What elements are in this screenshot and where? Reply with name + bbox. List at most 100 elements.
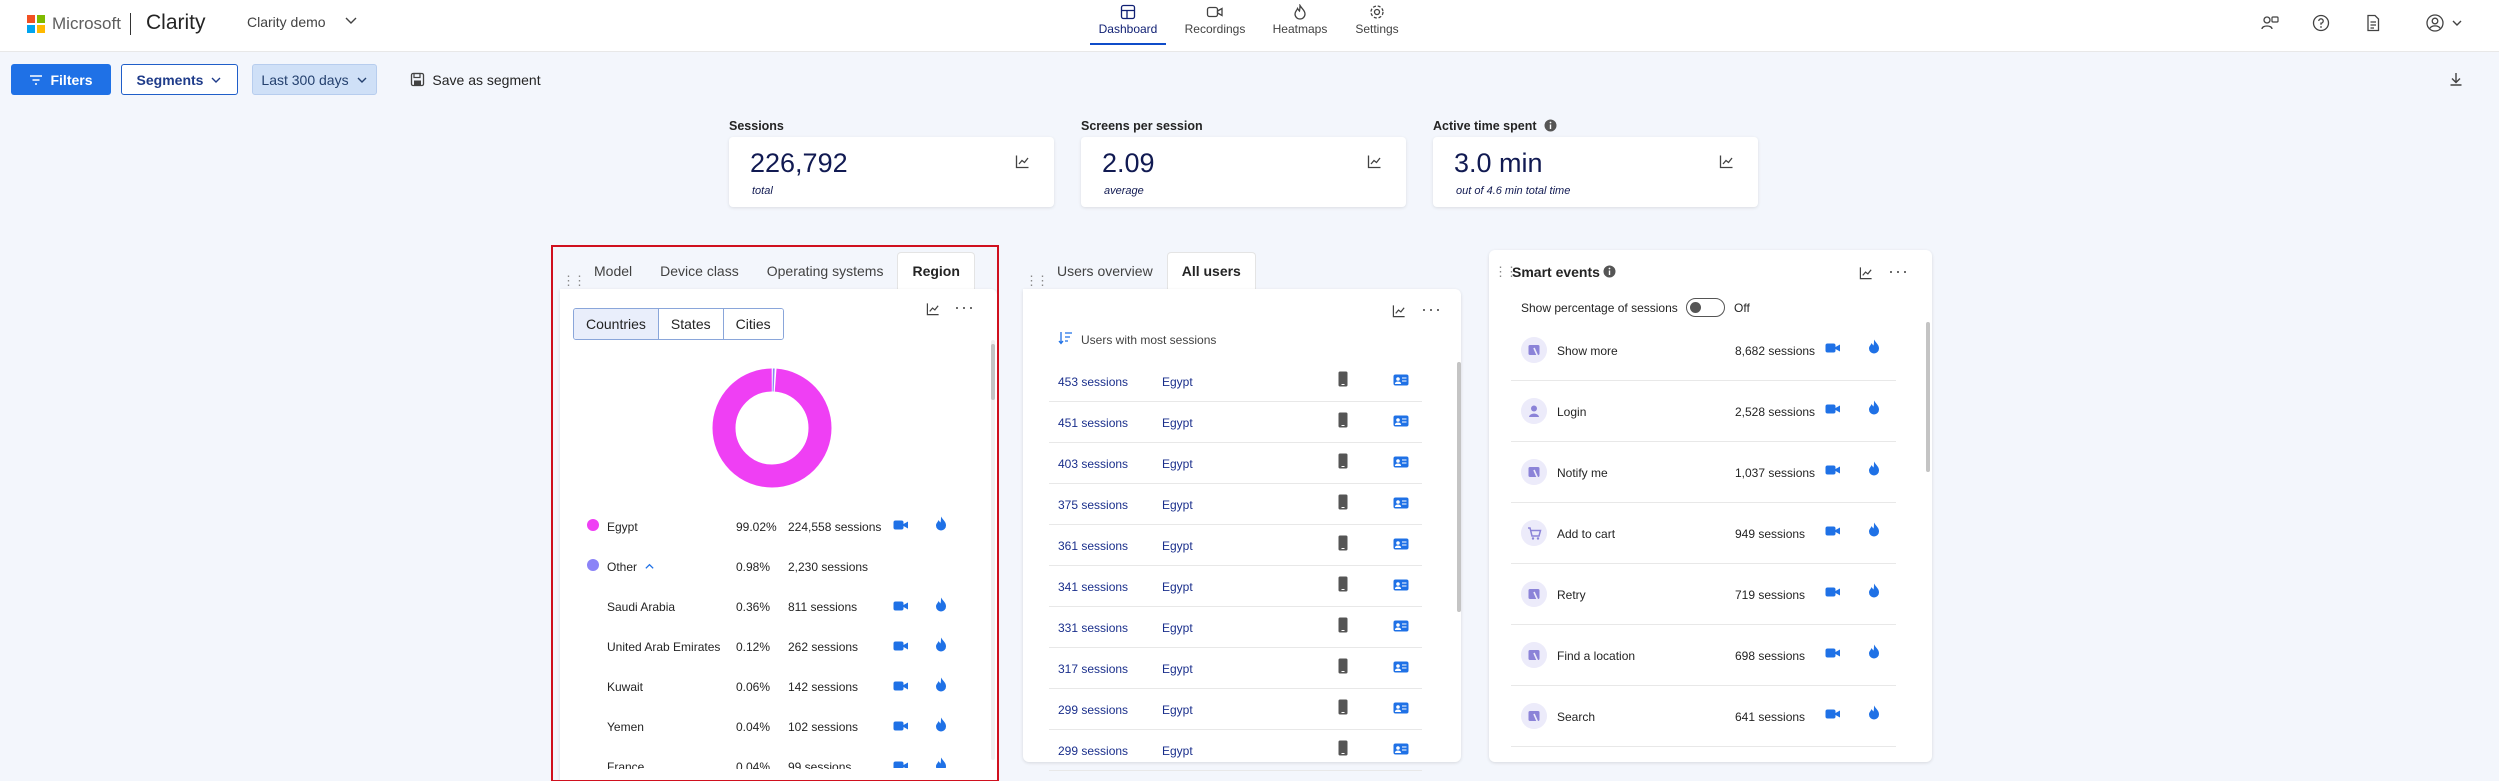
nav-recordings[interactable]: Recordings [1180,0,1250,52]
user-row[interactable]: 453 sessions Egypt [1049,361,1422,402]
filters-button[interactable]: Filters [11,64,111,95]
smart-event-row[interactable]: Show more 8,682 sessions [1511,320,1896,381]
recording-icon[interactable] [1825,464,1841,479]
trend-chart-icon[interactable] [1719,154,1734,169]
user-profile-icon[interactable] [1393,661,1409,673]
info-icon[interactable] [1544,119,1557,132]
smart-event-sessions[interactable]: 641 sessions [1735,710,1806,724]
region-sessions[interactable]: 2,230 sessions [788,560,869,574]
date-range-dropdown[interactable]: Last 300 days [252,64,377,95]
percentage-toggle[interactable] [1686,298,1725,317]
region-scrollbar-thumb[interactable] [991,344,995,400]
more-options-icon[interactable]: ··· [954,297,975,317]
kpi-active-time-card[interactable]: 3.0 min out of 4.6 min total time [1433,137,1758,207]
recording-icon[interactable] [1825,342,1841,357]
user-profile-icon[interactable] [1393,702,1409,714]
user-sessions[interactable]: 317 sessions [1058,662,1129,676]
user-sessions[interactable]: 299 sessions [1058,744,1129,758]
smart-event-row[interactable]: Search 641 sessions [1511,686,1896,747]
user-row[interactable]: 299 sessions Egypt [1049,730,1422,771]
recording-icon[interactable] [893,640,909,655]
smart-event-row[interactable]: Add to cart 949 sessions [1511,503,1896,564]
heatmap-icon[interactable] [1868,339,1880,357]
recording-icon[interactable] [893,720,909,735]
smart-event-row[interactable]: Find a location 698 sessions [1511,625,1896,686]
smart-event-sessions[interactable]: 2,528 sessions [1735,405,1816,419]
smart-event-sessions[interactable]: 1,037 sessions [1735,466,1816,480]
nav-heatmaps[interactable]: Heatmaps [1268,0,1332,52]
heatmap-icon[interactable] [935,717,947,735]
smart-event-sessions[interactable]: 698 sessions [1735,649,1806,663]
region-donut-chart[interactable] [712,368,832,488]
trend-chart-icon[interactable] [1392,304,1406,318]
heatmap-icon[interactable] [1868,583,1880,601]
chevron-up-icon[interactable] [644,561,655,572]
region-sessions[interactable]: 99 sessions [788,760,852,769]
smart-event-sessions[interactable]: 8,682 sessions [1735,344,1816,358]
user-sessions[interactable]: 331 sessions [1058,621,1129,635]
donut-slice-egypt[interactable] [712,368,832,488]
chevron-down-icon[interactable] [344,13,358,27]
smart-event-row[interactable]: Retry 719 sessions [1511,564,1896,625]
tab-device-class[interactable]: Device class [660,262,739,279]
recording-icon[interactable] [1825,403,1841,418]
tab-model[interactable]: Model [594,262,633,279]
user-row[interactable]: 341 sessions Egypt [1049,566,1422,607]
kpi-screens-card[interactable]: 2.09 average [1081,137,1406,207]
recording-icon[interactable] [1825,708,1841,723]
trend-chart-icon[interactable] [1859,266,1873,280]
smart-event-row[interactable]: Login 2,528 sessions [1511,381,1896,442]
user-sessions[interactable]: 361 sessions [1058,539,1129,553]
user-sessions[interactable]: 451 sessions [1058,416,1129,430]
drag-handle-icon[interactable]: ⋮⋮ [1494,264,1518,279]
heatmap-icon[interactable] [1868,705,1880,723]
user-profile-icon[interactable] [1393,415,1409,427]
heatmap-icon[interactable] [1868,644,1880,662]
download-icon[interactable] [2448,71,2464,87]
heatmap-icon[interactable] [935,677,947,695]
smart-event-sessions[interactable]: 719 sessions [1735,588,1806,602]
user-row[interactable]: 375 sessions Egypt [1049,484,1422,525]
user-row[interactable]: 317 sessions Egypt [1049,648,1422,689]
user-profile-icon[interactable] [1393,374,1409,386]
product-name[interactable]: Clarity [146,11,206,34]
region-sessions[interactable]: 224,558 sessions [788,520,882,534]
user-profile-icon[interactable] [1393,497,1409,509]
region-sessions[interactable]: 811 sessions [788,600,858,614]
recording-icon[interactable] [1825,647,1841,662]
recording-icon[interactable] [1825,525,1841,540]
document-icon[interactable] [2363,13,2383,33]
user-row[interactable]: 451 sessions Egypt [1049,402,1422,443]
region-sessions[interactable]: 142 sessions [788,680,859,694]
drag-handle-icon[interactable]: ⋮⋮ [1025,273,1049,288]
more-options-icon[interactable]: ··· [1888,261,1909,281]
region-scrollbar-track[interactable] [991,340,995,760]
user-sessions[interactable]: 375 sessions [1058,498,1129,512]
save-as-segment-button[interactable]: Save as segment [408,64,543,95]
info-icon[interactable] [1603,265,1616,278]
subtab-cities[interactable]: Cities [723,309,783,339]
user-sessions[interactable]: 341 sessions [1058,580,1129,594]
subtab-countries[interactable]: Countries [574,309,659,339]
region-sessions[interactable]: 262 sessions [788,640,859,654]
heatmap-icon[interactable] [935,637,947,655]
smart-event-sessions[interactable]: 949 sessions [1735,527,1806,541]
more-options-icon[interactable]: ··· [1421,299,1442,319]
smart-event-row[interactable]: Notify me 1,037 sessions [1511,442,1896,503]
user-profile-icon[interactable] [1393,456,1409,468]
tab-operating-systems[interactable]: Operating systems [766,262,884,279]
heatmap-icon[interactable] [1868,400,1880,418]
drag-handle-icon[interactable]: ⋮⋮ [562,273,586,288]
kpi-sessions-card[interactable]: 226,792 total [729,137,1054,207]
segments-dropdown[interactable]: Segments [121,64,238,95]
heatmap-icon[interactable] [935,597,947,615]
heatmap-icon[interactable] [935,516,947,534]
user-sessions[interactable]: 403 sessions [1058,457,1129,471]
recording-icon[interactable] [893,519,909,534]
nav-settings[interactable]: Settings [1350,0,1404,52]
recording-icon[interactable] [1825,586,1841,601]
user-profile-icon[interactable] [1393,620,1409,632]
tab-users-overview[interactable]: Users overview [1057,262,1153,279]
tab-all-users[interactable]: All users [1166,252,1256,289]
share-people-icon[interactable] [2260,13,2280,33]
